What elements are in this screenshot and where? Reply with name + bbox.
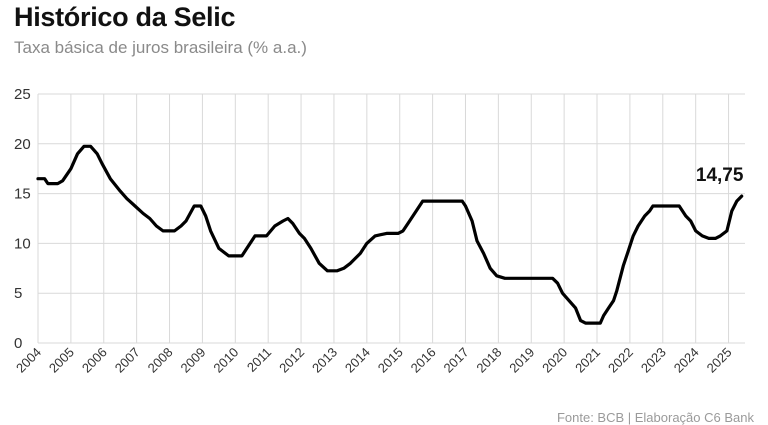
x-tick-label-2008: 2008 (145, 345, 176, 376)
x-tick-label-2019: 2019 (506, 345, 537, 376)
x-tick-label-2024: 2024 (671, 345, 702, 376)
chart-title: Histórico da Selic (14, 2, 236, 32)
y-tick-label-10: 10 (14, 235, 31, 252)
x-tick-label-2020: 2020 (539, 345, 570, 376)
x-tick-label-2010: 2010 (210, 345, 241, 376)
x-tick-label-2014: 2014 (342, 345, 373, 376)
x-tick-label-2021: 2021 (572, 345, 603, 376)
x-tick-label-2025: 2025 (704, 345, 735, 376)
x-tick-label-2012: 2012 (276, 345, 307, 376)
x-tick-label-2011: 2011 (244, 345, 274, 375)
last-value-label: 14,75 (696, 165, 744, 186)
y-tick-label-5: 5 (14, 285, 22, 302)
y-tick-label-0: 0 (14, 335, 22, 352)
selic-series-line (36, 144, 744, 325)
y-tick-label-25: 25 (14, 86, 31, 103)
y-tick-label-20: 20 (14, 136, 31, 153)
x-tick-label-2016: 2016 (408, 345, 439, 376)
x-tick-label-2006: 2006 (79, 345, 110, 376)
x-tick-label-2018: 2018 (473, 345, 504, 376)
x-tick-label-2009: 2009 (177, 345, 208, 376)
y-tick-label-15: 15 (14, 186, 31, 203)
x-tick-label-2017: 2017 (441, 345, 472, 376)
x-tick-label-2022: 2022 (605, 345, 636, 376)
x-tick-label-2023: 2023 (638, 345, 669, 376)
x-tick-label-2013: 2013 (309, 345, 340, 376)
x-tick-label-2007: 2007 (112, 345, 143, 376)
x-tick-label-2015: 2015 (375, 345, 406, 376)
source-note: Fonte: BCB | Elaboração C6 Bank (556, 410, 754, 425)
x-tick-label-2005: 2005 (46, 345, 77, 376)
chart-subtitle: Taxa básica de juros brasileira (% a.a.) (14, 38, 307, 57)
